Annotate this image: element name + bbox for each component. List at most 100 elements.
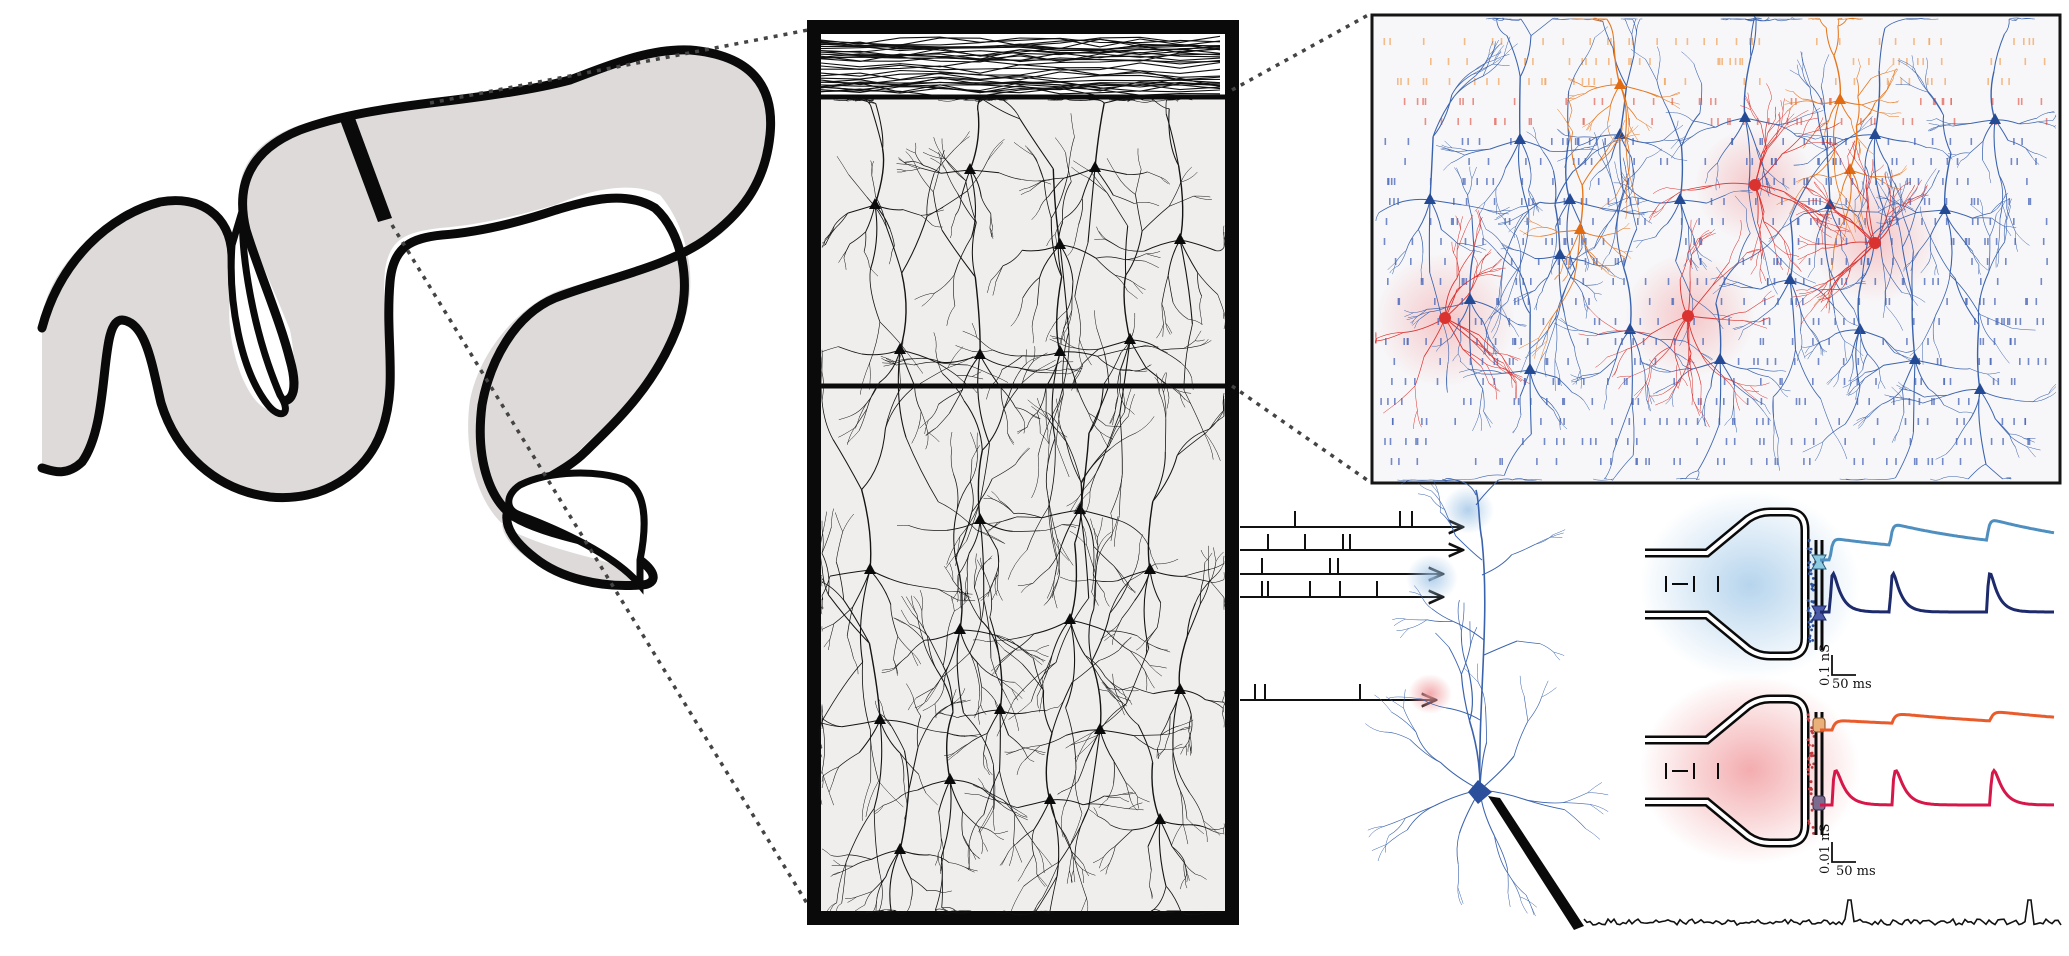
- basal-dendrite: [1386, 829, 1408, 845]
- basal-dendrite: [1014, 681, 1025, 692]
- apical-dendrite: [2002, 204, 2007, 221]
- basal-dendrite: [1482, 320, 1489, 337]
- interneuron-dendrite: [1744, 389, 1760, 392]
- apical-dendrite: [1614, 136, 1628, 146]
- basal-dendrite: [1785, 89, 1794, 92]
- apical-dendrite: [1096, 327, 1105, 352]
- basal-dendrite: [1109, 846, 1116, 863]
- apical-dendrite: [870, 105, 884, 149]
- apical-dendrite: [1519, 76, 1521, 141]
- neuron-soma: [894, 343, 906, 354]
- basal-dendrite: [1584, 260, 1603, 267]
- basal-dendrite: [1557, 157, 1568, 162]
- apical-branch: [1483, 640, 1518, 656]
- basal-dendrite: [978, 826, 984, 843]
- basal-dendrite: [847, 896, 857, 903]
- axon: [968, 843, 971, 870]
- basal-dendrite: [1023, 420, 1026, 434]
- basal-dendrite: [1109, 412, 1115, 424]
- basal-dendrite: [1517, 323, 1527, 326]
- apical-dendrite: [1488, 40, 1494, 56]
- neuron-soma: [974, 513, 986, 524]
- basal-dendrite: [1404, 312, 1414, 317]
- interneuron-dendrite: [1595, 356, 1608, 368]
- basal-dendrite: [1104, 633, 1115, 641]
- apical-branch: [1405, 618, 1427, 621]
- apical-dendrite: [1135, 194, 1143, 232]
- basal-dendrite: [1121, 600, 1135, 619]
- apical-dendrite: [2004, 18, 2010, 35]
- basal-dendrite: [976, 661, 982, 687]
- axon: [1696, 470, 1700, 480]
- interneuron-dendrite: [1796, 110, 1809, 118]
- basal-dendrite: [1531, 226, 1543, 230]
- basal-dendrite: [1841, 249, 1849, 264]
- axon: [1692, 298, 1714, 315]
- basal-dendrite: [881, 357, 895, 362]
- basal-dendrite: [1928, 126, 1939, 132]
- interneuron-dendrite: [1510, 373, 1522, 383]
- apical-dendrite: [2006, 205, 2012, 221]
- axon: [1023, 861, 1060, 887]
- interneuron-dendrite: [1817, 214, 1830, 222]
- apical-dendrite: [1895, 214, 1903, 248]
- basal-dendrite: [1887, 198, 1900, 205]
- neuron-soma: [869, 198, 881, 209]
- interneuron-dendrite: [1786, 260, 1791, 276]
- basal-dendrite: [1519, 396, 1522, 416]
- axon: [1172, 751, 1190, 794]
- apical-dendrite: [955, 512, 973, 558]
- basal-dendrite: [1691, 259, 1699, 269]
- basal-dendrite: [914, 385, 922, 412]
- apical-dendrite: [1088, 384, 1104, 434]
- apical-branch: [1540, 643, 1554, 653]
- basal-dendrite: [1502, 244, 1509, 249]
- basal-dendrite: [1725, 190, 1741, 196]
- apical-dendrite: [1887, 78, 1894, 90]
- basal-dendrite: [987, 522, 999, 531]
- axon: [1428, 199, 1431, 273]
- interneuron-dendrite: [1756, 324, 1768, 329]
- apical-dendrite: [913, 596, 923, 612]
- basal-dendrite: [1601, 236, 1614, 249]
- layer-1-axon: [820, 86, 1221, 97]
- interneuron-dendrite: [1721, 376, 1737, 394]
- apical-dendrite: [1885, 68, 1898, 74]
- basal-dendrite: [1910, 250, 1920, 263]
- apical-dendrite: [971, 453, 978, 481]
- basal-dendrite: [2037, 121, 2053, 126]
- basal-dendrite: [1703, 256, 1712, 262]
- apical-dendrite: [1925, 168, 1937, 186]
- basal-dendrite: [911, 652, 919, 667]
- interneuron-dendrite: [1797, 240, 1809, 245]
- basal-dendrite: [1033, 854, 1038, 875]
- apical-dendrite: [1048, 413, 1067, 443]
- interneuron-dendrite: [1507, 354, 1519, 361]
- basal-dendrite: [2033, 396, 2050, 402]
- neuron-soma: [1514, 133, 1526, 144]
- interneuron-dendrite: [1847, 140, 1855, 156]
- apical-dendrite: [912, 696, 922, 717]
- basal-dendrite: [1049, 335, 1063, 340]
- basal-dendrite: [1894, 188, 1903, 190]
- interneuron-dendrite: [1803, 128, 1826, 135]
- apical-dendrite: [1045, 732, 1053, 801]
- interneuron-dendrite: [1490, 352, 1508, 356]
- layer-1-axon: [820, 36, 1221, 45]
- basal-dendrite: [1115, 695, 1128, 707]
- axon: [978, 804, 994, 832]
- apical-dendrite: [1626, 18, 1633, 21]
- axon: [1828, 258, 1834, 289]
- apical-dendrite: [821, 372, 824, 401]
- interneuron-dendrite: [1744, 97, 1751, 110]
- basal-dendrite: [866, 382, 880, 409]
- basal-dendrite: [1841, 353, 1853, 369]
- basal-dendrite: [1585, 828, 1601, 840]
- axon: [1995, 343, 2010, 364]
- neuron-soma: [1464, 293, 1476, 304]
- basal-dendrite: [1020, 190, 1030, 195]
- basal-dendrite: [872, 911, 876, 913]
- apical-dendrite: [1591, 145, 1610, 155]
- basal-dendrite: [1624, 134, 1629, 144]
- interneuron-dendrite: [1920, 186, 1927, 196]
